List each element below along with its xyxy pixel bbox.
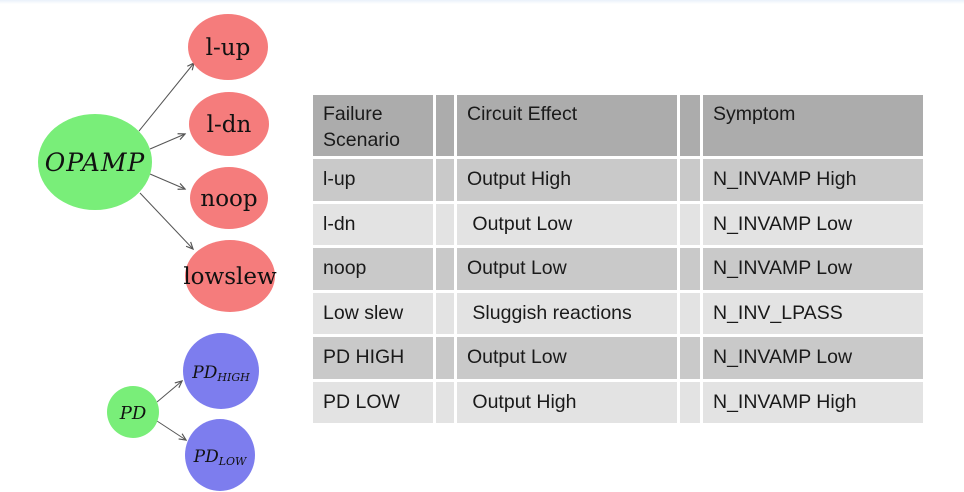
row-spacer-cell [680, 381, 700, 423]
column-header-failure-scenario: Failure Scenario [313, 95, 433, 156]
node-noop: noop [190, 167, 268, 229]
fault-tree-diagram: OPAMP l-up l-dn noop lowslew PD PDHIGH [38, 14, 277, 491]
table-cell-scenario: Low slew [313, 292, 433, 334]
header-spacer-cell [436, 95, 454, 156]
node-opamp-label: OPAMP [45, 148, 146, 177]
node-pdlow-label: PDLOW [193, 447, 248, 468]
node-ldn-shape [189, 92, 269, 156]
node-pdhigh-label-main: PD [191, 363, 217, 383]
table-cell-scenario: noop [313, 248, 433, 290]
edge-pd-pdlow-arrow [156, 420, 186, 440]
header-spacer-cell [680, 95, 700, 156]
row-spacer-cell [436, 381, 454, 423]
opamp-edges [138, 63, 194, 249]
table-cell-scenario: PD LOW [313, 381, 433, 423]
failure-scenario-table: Failure Scenario Circuit Effect Symptom … [313, 95, 923, 423]
node-pd-label: PD [119, 403, 147, 424]
node-pdlow: PDLOW [185, 419, 255, 491]
table-cell-symptom: N_INVAMP High [703, 381, 923, 423]
row-spacer-cell [680, 337, 700, 379]
node-pdlow-label-main: PD [193, 447, 219, 467]
row-spacer-cell [680, 203, 700, 245]
table-cell-effect: Output Low [457, 248, 677, 290]
node-pdhigh: PDHIGH [183, 333, 259, 409]
column-header-symptom: Symptom [703, 95, 923, 156]
edge-opamp-noop-arrow [149, 173, 185, 189]
node-pdhigh-shape [183, 333, 259, 409]
node-ldn-label: l-dn [207, 112, 252, 138]
node-ldn: l-dn [189, 92, 269, 156]
node-lowslew-shape [185, 240, 275, 312]
row-spacer-cell [680, 248, 700, 290]
edge-opamp-lup-arrow [138, 63, 194, 132]
table-cell-symptom: N_INVAMP Low [703, 337, 923, 379]
node-lowslew: lowslew [183, 240, 277, 312]
node-lup-shape [188, 14, 268, 80]
table-cell-scenario: PD HIGH [313, 337, 433, 379]
table-cell-effect: Output High [457, 159, 677, 201]
node-lowslew-label: lowslew [183, 264, 277, 290]
row-spacer-cell [436, 337, 454, 379]
table-cell-symptom: N_INVAMP Low [703, 203, 923, 245]
table-cell-scenario: l-up [313, 159, 433, 201]
table-cell-effect: Output Low [457, 337, 677, 379]
row-spacer-cell [680, 159, 700, 201]
node-lup-label: l-up [206, 35, 251, 61]
node-pd: PD [107, 386, 159, 438]
row-spacer-cell [436, 203, 454, 245]
node-opamp: OPAMP [38, 114, 152, 210]
table-cell-effect: Output High [457, 381, 677, 423]
pd-edges [156, 381, 186, 440]
column-header-circuit-effect: Circuit Effect [457, 95, 677, 156]
edge-opamp-lowslew-arrow [139, 192, 193, 249]
row-spacer-cell [680, 292, 700, 334]
row-spacer-cell [436, 248, 454, 290]
top-edge-strip [0, 0, 964, 4]
edge-opamp-ldn-arrow [149, 134, 185, 150]
row-spacer-cell [436, 292, 454, 334]
node-pdlow-label-sub: LOW [218, 455, 248, 468]
node-noop-shape [190, 167, 268, 229]
table-cell-effect: Sluggish reactions [457, 292, 677, 334]
table-cell-scenario: l-dn [313, 203, 433, 245]
node-opamp-shape [38, 114, 152, 210]
table-cell-symptom: N_INV_LPASS [703, 292, 923, 334]
edge-pd-pdhigh-arrow [156, 381, 182, 403]
table-cell-effect: Output Low [457, 203, 677, 245]
node-pdlow-shape [185, 419, 255, 491]
node-lup: l-up [188, 14, 268, 80]
table-cell-symptom: N_INVAMP Low [703, 248, 923, 290]
node-noop-label: noop [200, 186, 257, 212]
node-pd-shape [107, 386, 159, 438]
node-pdhigh-label-sub: HIGH [216, 371, 250, 384]
node-pdhigh-label: PDHIGH [191, 363, 250, 384]
table-cell-symptom: N_INVAMP High [703, 159, 923, 201]
row-spacer-cell [436, 159, 454, 201]
